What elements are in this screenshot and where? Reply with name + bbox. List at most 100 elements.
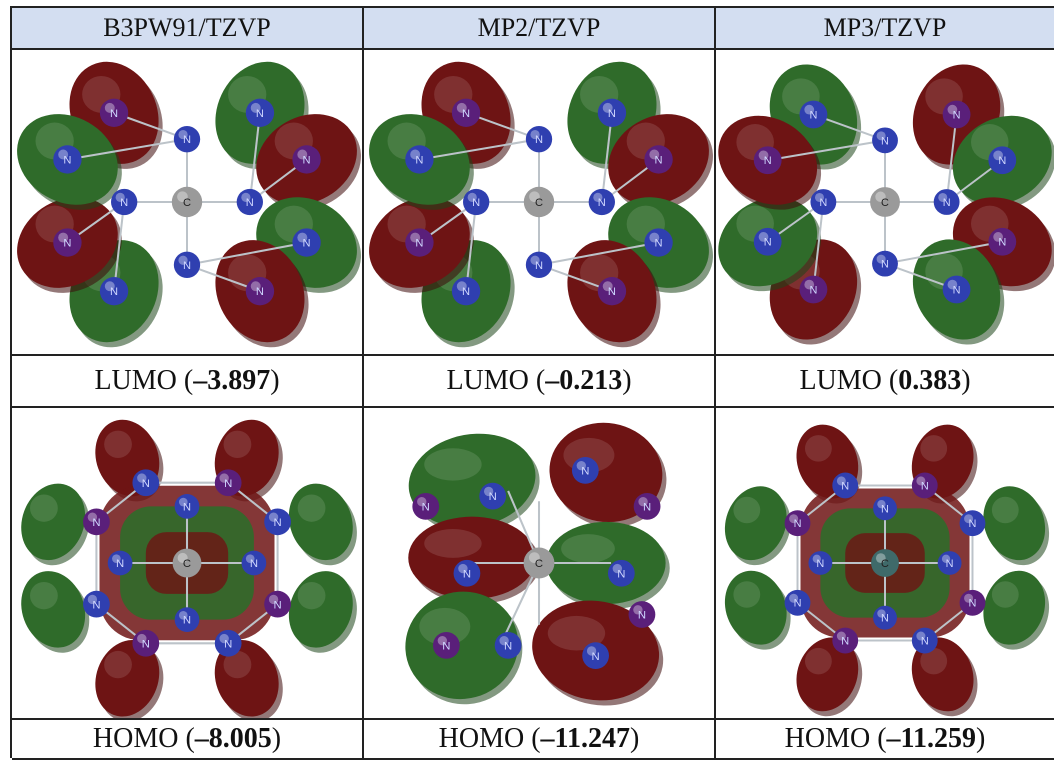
- nitrogen-atom: [432, 631, 460, 659]
- svg-text:N: N: [608, 108, 616, 120]
- nitrogen-atom: [525, 126, 553, 153]
- svg-text:N: N: [462, 108, 470, 120]
- svg-text:N: N: [581, 465, 589, 477]
- orbital-lobe: [549, 422, 663, 523]
- nitrogen-atom: [111, 188, 138, 216]
- svg-text:C: C: [183, 197, 191, 209]
- lumo-energy-mp3: 0.383: [898, 365, 962, 396]
- svg-text:N: N: [998, 237, 1006, 249]
- svg-text:N: N: [592, 651, 600, 663]
- svg-text:N: N: [841, 480, 849, 492]
- svg-text:N: N: [250, 558, 258, 570]
- svg-text:N: N: [224, 478, 232, 490]
- svg-text:N: N: [489, 491, 497, 503]
- nitrogen-atom: [132, 469, 160, 497]
- svg-text:N: N: [463, 568, 471, 580]
- svg-text:N: N: [946, 558, 954, 570]
- svg-text:N: N: [256, 108, 264, 120]
- nitrogen-atom: [245, 276, 275, 306]
- svg-text:N: N: [881, 259, 889, 271]
- nitrogen-atom: [494, 631, 522, 659]
- svg-text:N: N: [998, 155, 1006, 167]
- nitrogen-atom: [644, 228, 673, 257]
- svg-text:N: N: [969, 518, 977, 530]
- nitrogen-atom: [988, 146, 1017, 175]
- nitrogen-atom: [911, 472, 938, 499]
- svg-text:N: N: [256, 286, 264, 298]
- svg-text:N: N: [598, 197, 606, 209]
- svg-text:C: C: [535, 558, 543, 570]
- homo-label-b3pw91: HOMO (–8.005): [12, 720, 364, 760]
- nitrogen-atom: [53, 228, 82, 257]
- svg-text:N: N: [415, 238, 423, 250]
- nitrogen-atom: [405, 228, 434, 257]
- homo-energy-b3pw91: –8.005: [194, 723, 272, 754]
- nitrogen-atom: [582, 642, 609, 670]
- nitrogen-atom: [236, 188, 263, 216]
- orbital-lobe: [724, 486, 787, 561]
- carbon-atom: [171, 186, 203, 218]
- nitrogen-atom: [628, 601, 656, 628]
- svg-text:N: N: [969, 598, 977, 610]
- lumo-orbital-image-mp3: N N N N N N N N N N N N C: [716, 50, 1054, 356]
- nitrogen-atom: [174, 607, 200, 632]
- svg-text:C: C: [881, 558, 889, 570]
- svg-text:N: N: [274, 517, 282, 529]
- nitrogen-atom: [873, 496, 897, 521]
- carbon-atom: [172, 548, 202, 578]
- nitrogen-atom: [107, 550, 133, 576]
- nitrogen-atom: [214, 469, 242, 497]
- nitrogen-atom: [245, 98, 275, 128]
- orbital-lobe: [288, 571, 353, 648]
- nitrogen-atom: [942, 100, 971, 129]
- nitrogen-atom: [453, 559, 481, 587]
- svg-text:N: N: [63, 238, 71, 250]
- svg-text:N: N: [142, 638, 150, 650]
- svg-text:N: N: [116, 558, 124, 570]
- svg-text:N: N: [415, 154, 423, 166]
- svg-text:N: N: [246, 197, 254, 209]
- svg-text:N: N: [504, 640, 512, 652]
- column-header-mp3: MP3/TZVP: [716, 8, 1054, 50]
- svg-text:N: N: [921, 636, 929, 648]
- orbital-lobe: [724, 570, 787, 645]
- svg-text:N: N: [422, 502, 430, 514]
- svg-text:C: C: [535, 197, 543, 209]
- nitrogen-atom: [214, 629, 242, 657]
- svg-text:N: N: [442, 640, 450, 652]
- nitrogen-atom: [99, 98, 129, 128]
- orbital-lobe: [983, 486, 1046, 561]
- nitrogen-atom: [264, 508, 291, 536]
- svg-text:N: N: [224, 638, 232, 650]
- svg-text:N: N: [764, 237, 772, 249]
- orbital-lobe: [21, 571, 86, 648]
- lumo-orbital-image-b3pw91: N N N N N N N N N N N N C: [12, 50, 364, 356]
- nitrogen-atom: [872, 250, 898, 277]
- nitrogen-atom: [525, 251, 553, 278]
- svg-text:N: N: [274, 599, 282, 611]
- carbon-atom: [523, 547, 555, 579]
- svg-text:N: N: [183, 260, 191, 272]
- column-header-b3pw91: B3PW91/TZVP: [12, 8, 364, 50]
- nitrogen-atom: [412, 493, 440, 520]
- nitrogen-atom: [597, 98, 627, 128]
- nitrogen-atom: [451, 98, 481, 128]
- carbon-atom: [871, 549, 899, 577]
- svg-text:N: N: [303, 154, 311, 166]
- nitrogen-atom: [479, 482, 507, 510]
- nitrogen-atom: [808, 551, 833, 575]
- nitrogen-atom: [959, 510, 986, 537]
- svg-text:N: N: [881, 503, 889, 515]
- nitrogen-atom: [799, 275, 828, 304]
- svg-text:N: N: [110, 286, 118, 298]
- nitrogen-atom: [933, 189, 960, 215]
- orbital-lobe: [405, 591, 519, 700]
- svg-text:N: N: [794, 598, 802, 610]
- orbital-lobe: [288, 483, 353, 561]
- lumo-energy-mp2: –0.213: [545, 365, 623, 396]
- orbital-lobe: [214, 640, 279, 717]
- svg-text:N: N: [655, 154, 663, 166]
- svg-text:N: N: [881, 135, 889, 147]
- svg-text:N: N: [120, 197, 128, 209]
